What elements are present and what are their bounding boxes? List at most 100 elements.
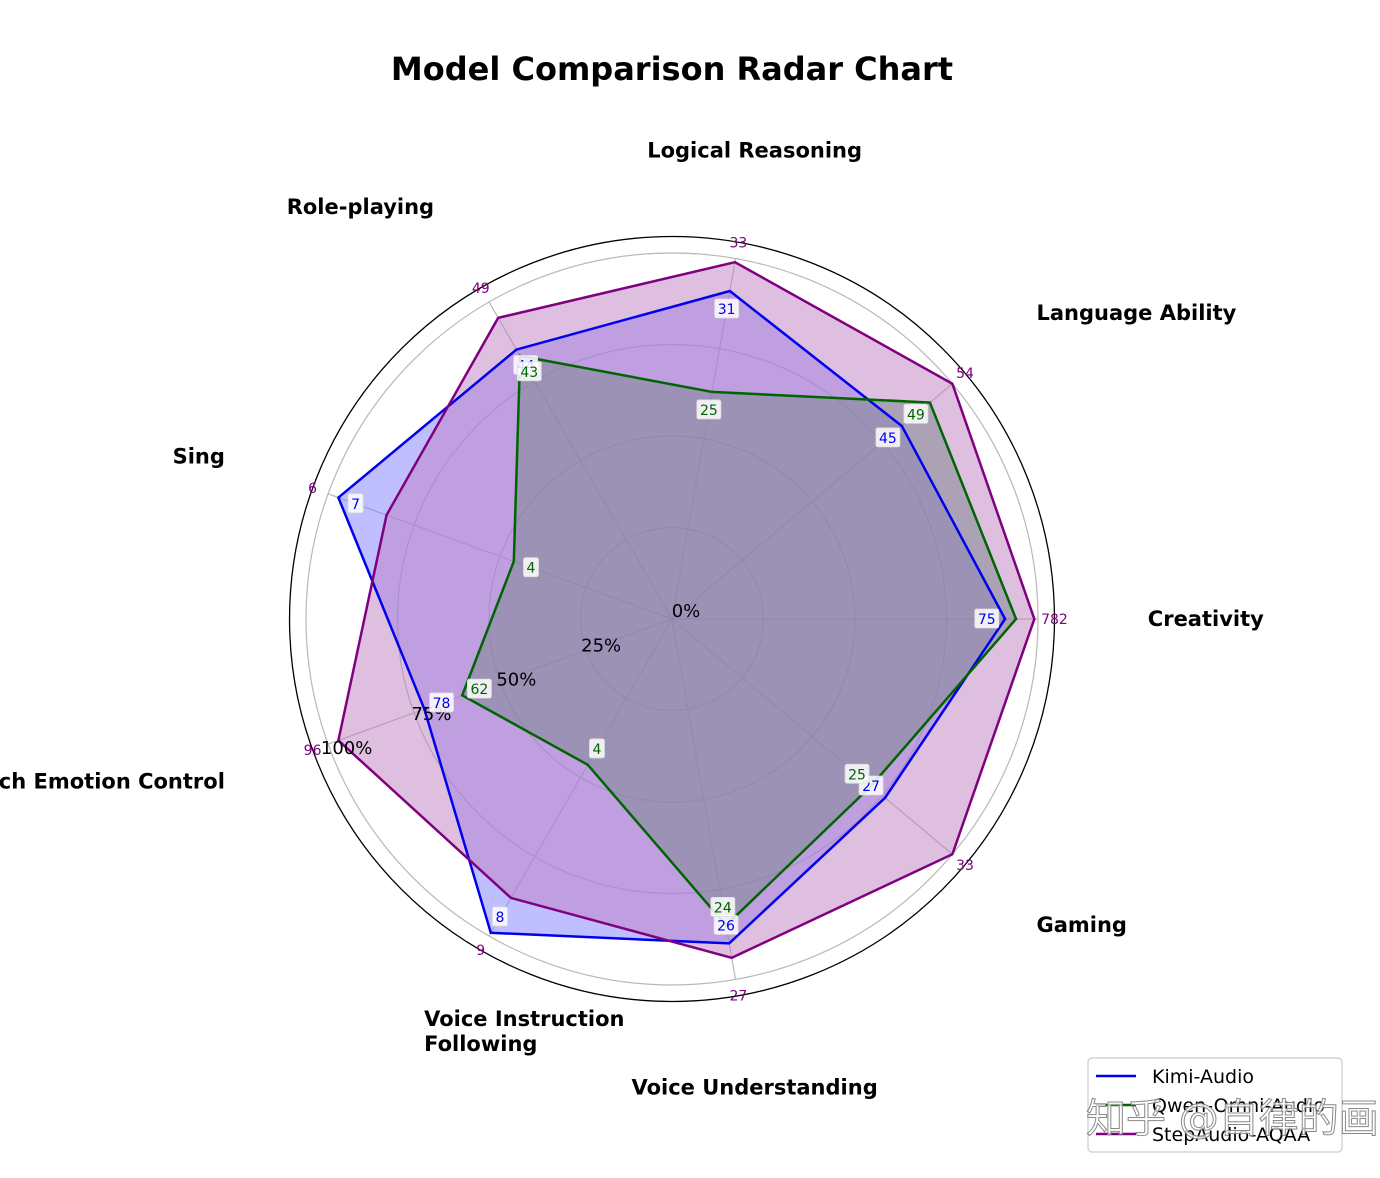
data-label: 33 [730,235,748,251]
data-label-text: 25 [700,403,718,419]
data-label: 49 [903,403,929,424]
data-label-text: 4 [593,742,602,758]
data-label: 33 [956,858,974,874]
series-line-1 [336,289,1007,945]
data-label-text: 31 [718,302,736,318]
data-label-box [589,738,605,759]
data-label-box [714,298,740,319]
axis-label-sing: Sing [173,444,225,468]
data-label-text: 49 [907,407,925,423]
data-label: 49 [472,281,490,297]
axis-label-line: Following [424,1032,537,1056]
axis-label-gaming: Gaming [1036,913,1126,937]
data-label: 54 [956,366,974,382]
data-label-box [696,399,722,420]
axis-label-line: Creativity [1148,607,1264,631]
data-label-text: 33 [956,858,974,874]
legend-entry-label: StepAudio-AQAA [1152,1124,1310,1146]
data-label: 782 [1041,612,1068,628]
axis-label-creativity: Creativity [1148,607,1264,631]
data-label: 24 [710,896,736,917]
radar-series [336,260,1036,960]
axis-label-line: Logical Reasoning [647,138,862,162]
data-label: 96 [304,743,322,759]
radial-tick-label: 0% [672,601,701,622]
axis-label-line: Language Ability [1036,301,1236,325]
chart-title: Model Comparison Radar Chart [391,50,953,88]
axis-label-voice-instruction-following: Voice Instruction Following [424,1007,624,1056]
watermark-text: 知乎 @自律的画扬 [1086,1096,1380,1142]
data-label-box [523,557,539,578]
data-label: 62 [467,678,492,699]
series-line-3 [337,260,1036,960]
data-label-box [429,692,454,713]
axis-label-line: Voice Instruction [424,1007,624,1031]
data-label-box [875,427,901,448]
axis-label-line: Voice Understanding [631,1076,877,1100]
data-label-text: 25 [848,767,866,783]
data-label-text: 54 [956,366,974,382]
radial-tick-label: 25% [581,635,621,656]
data-label-text: 6 [308,481,317,497]
data-label: 26 [713,914,739,935]
data-label: 78 [429,692,454,713]
radial-tick-label: 100% [321,738,372,759]
axis-label-line: Gaming [1036,913,1126,937]
legend-entry-label: Kimi-Audio [1152,1066,1254,1088]
data-label: 75 [974,608,1000,629]
legend-entry-label: Qwen-Omni-Audio [1152,1095,1325,1117]
data-label-text: 96 [304,743,322,759]
data-label-text: 62 [470,682,488,698]
axis-labels: Creativity Language Ability Logical Reason… [0,138,1264,1099]
data-label: 27 [730,989,748,1005]
data-label-text: 75 [978,612,996,628]
data-label-text: 49 [472,281,490,297]
axis-label-role-playing: Role-playing [287,195,434,219]
axis-label-line: Sing [173,444,225,468]
data-label-box [516,361,542,382]
data-label: 45 [875,427,901,448]
data-label-text: 43 [520,365,538,381]
data-label-text: 8 [496,910,505,926]
data-label-box [903,403,929,424]
data-label-text: 782 [1041,612,1068,628]
data-label-text: 9 [476,943,485,959]
data-label: 7 [347,493,364,514]
data-label-text: 4 [527,561,536,577]
data-label: 4 [589,738,605,759]
data-label: 25 [696,399,722,420]
data-label: 43 [516,361,542,382]
axis-label-language-ability: Language Ability [1036,301,1236,325]
data-label: 8 [492,906,508,927]
data-label-box [710,896,736,917]
data-label: 4 [523,557,539,578]
data-label-text: 78 [433,696,451,712]
data-label-box [492,906,508,927]
data-labels: 7545314477882627492543462424257825433496… [304,235,1068,1005]
axis-label-line: Speech Emotion Control [0,770,225,794]
axis-label-line: Role-playing [287,195,434,219]
series-line-2 [460,354,1018,928]
data-label-box [347,493,364,514]
data-label-text: 33 [730,235,748,251]
data-label-box [974,608,1000,629]
data-label-text: 26 [717,918,735,934]
data-label-box [844,763,870,784]
data-label: 25 [844,763,870,784]
data-label-text: 27 [730,989,748,1005]
data-label: 9 [476,943,485,959]
axis-label-logical-reasoning: Logical Reasoning [647,138,862,162]
data-label: 31 [714,298,740,319]
data-label-box [467,678,492,699]
legend-box [1087,1057,1343,1153]
data-label-text: 45 [879,431,897,447]
data-label-text: 24 [714,900,732,916]
axis-label-speech-emotion-control: Speech Emotion Control [0,770,225,794]
radial-tick-label: 50% [496,670,536,691]
axis-label-voice-understanding: Voice Understanding [631,1076,877,1100]
outer-frame [288,235,1056,1003]
legend: Kimi-Audio Qwen-Omni-Audio StepAudio-AQAA [1087,1057,1343,1153]
data-label-text: 7 [351,497,360,513]
data-label: 6 [308,481,317,497]
